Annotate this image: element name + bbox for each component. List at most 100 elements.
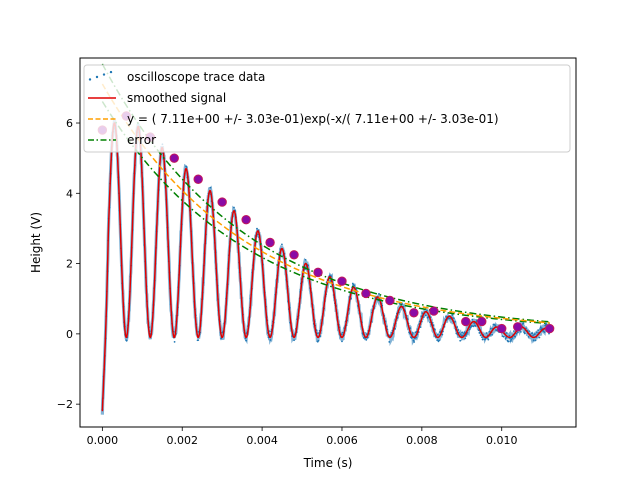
oscilloscope-trace-point (484, 338, 487, 341)
x-tick-label: 0.010 (486, 434, 518, 447)
peak-marker (429, 306, 439, 316)
oscilloscope-trace-point (489, 327, 492, 330)
oscilloscope-trace-point (522, 322, 525, 324)
oscilloscope-trace-point (519, 330, 522, 333)
oscilloscope-trace-point (451, 314, 454, 316)
peak-marker (217, 197, 227, 207)
oscilloscope-trace-point (464, 337, 467, 340)
oscilloscope-trace-point (388, 341, 391, 343)
legend-box (83, 64, 571, 153)
oscilloscope-trace-point (481, 338, 484, 341)
oscilloscope-trace-point (412, 339, 415, 342)
x-tick-label: 0.006 (326, 434, 358, 447)
oscilloscope-trace-point (461, 331, 463, 334)
peak-marker (477, 316, 487, 327)
legend: oscilloscope trace data smoothed signal … (83, 64, 571, 153)
oscilloscope-trace-point (455, 332, 458, 335)
y-axis-ticks: −2 0 2 4 6 (57, 117, 80, 411)
oscilloscope-trace-point (468, 328, 471, 331)
oscilloscope-trace-point (125, 339, 128, 342)
x-tick-label: 0.002 (166, 434, 198, 447)
oscilloscope-trace-point (341, 340, 343, 343)
oscilloscope-trace-point (531, 332, 534, 334)
oscilloscope-trace-point (504, 337, 507, 340)
oscilloscope-trace-point (488, 330, 491, 333)
oscilloscope-trace-point (535, 331, 538, 334)
oscilloscope-trace-point (233, 206, 235, 209)
oscilloscope-trace-point (516, 331, 519, 334)
peak-marker (193, 174, 203, 184)
oscilloscope-trace-point (209, 186, 212, 189)
oscilloscope-trace-point (463, 332, 465, 335)
x-tick-label: 0.008 (406, 434, 438, 447)
oscilloscope-trace-point (436, 333, 439, 336)
oscilloscope-trace-point (256, 227, 258, 230)
x-axis-ticks: 0.000 0.002 0.004 0.006 0.008 0.010 (87, 427, 518, 447)
oscilloscope-trace-point (523, 332, 526, 335)
oscilloscope-trace-point (293, 339, 295, 342)
oscilloscope-trace-point (329, 280, 332, 282)
oscilloscope-trace-point (528, 330, 531, 333)
error-lower-line (101, 101, 550, 325)
oscilloscope-trace-point (454, 320, 456, 323)
oscilloscope-trace-point (478, 331, 481, 334)
x-tick-label: 0.000 (87, 434, 119, 447)
oscilloscope-trace-point (508, 334, 511, 337)
peak-marker (337, 276, 347, 286)
peak-marker (512, 322, 523, 332)
oscilloscope-trace-point (505, 332, 508, 334)
y-tick-label: −2 (57, 398, 73, 411)
oscilloscope-trace-point (436, 339, 439, 342)
y-axis-label: Height (V) (29, 212, 43, 273)
oscilloscope-trace-point (512, 330, 515, 332)
oscilloscope-trace-point (185, 166, 188, 168)
oscilloscope-trace-point (424, 314, 427, 317)
error-upper-line (101, 63, 550, 323)
oscilloscope-trace-point (422, 316, 425, 319)
peak-marker (409, 308, 419, 318)
legend-handle-trace (88, 78, 92, 81)
oscilloscope-trace-point (485, 332, 488, 334)
oscilloscope-trace-point (459, 333, 462, 336)
oscilloscope-trace-point (539, 326, 542, 329)
legend-label-smoothed: smoothed signal (127, 91, 226, 105)
legend-handle-trace (102, 73, 106, 76)
oscilloscope-trace-point (410, 337, 413, 339)
oscilloscope-trace-point (543, 331, 546, 334)
oscilloscope-trace-point (515, 332, 518, 335)
oscilloscope-trace-point (532, 334, 534, 337)
oscilloscope-trace-point (471, 318, 474, 321)
oscilloscope-trace-point (479, 334, 482, 337)
oscilloscope-trace-point (491, 333, 494, 336)
legend-handle-trace (95, 75, 99, 79)
legend-handle-trace (109, 70, 113, 74)
y-tick-label: 0 (66, 328, 73, 341)
oscilloscope-trace-point (545, 323, 548, 326)
oscilloscope-trace-point (537, 329, 540, 331)
oscilloscope-trace-point (507, 340, 510, 343)
smoothed-signal-line (101, 122, 551, 412)
oscilloscope-trace-point (502, 335, 505, 338)
oscilloscope-trace-point (365, 338, 368, 341)
oscilloscope-trace-point (438, 339, 440, 342)
oscilloscope-trace-point (378, 293, 380, 295)
y-tick-label: 4 (66, 187, 73, 200)
peak-marker (289, 250, 299, 260)
legend-label-trace: oscilloscope trace data (127, 70, 265, 84)
oscilloscope-trace-point (245, 339, 248, 342)
oscilloscope-trace-point (341, 331, 344, 334)
oscilloscope-trace-point (281, 243, 283, 246)
plot-content (97, 63, 555, 415)
oscilloscope-trace-point (173, 340, 176, 343)
peak-marker (385, 295, 395, 306)
oscilloscope-trace-point (487, 338, 490, 341)
oscilloscope-trace-point (514, 335, 517, 338)
oscilloscope-trace-point (474, 325, 477, 327)
oscilloscope-trace-point (527, 335, 530, 338)
oscilloscope-trace-point (538, 336, 541, 339)
peak-marker (497, 323, 507, 334)
oscilloscope-trace-point (534, 333, 536, 335)
oscilloscope-trace-point (353, 284, 356, 287)
oscilloscope-trace-point (426, 309, 428, 312)
